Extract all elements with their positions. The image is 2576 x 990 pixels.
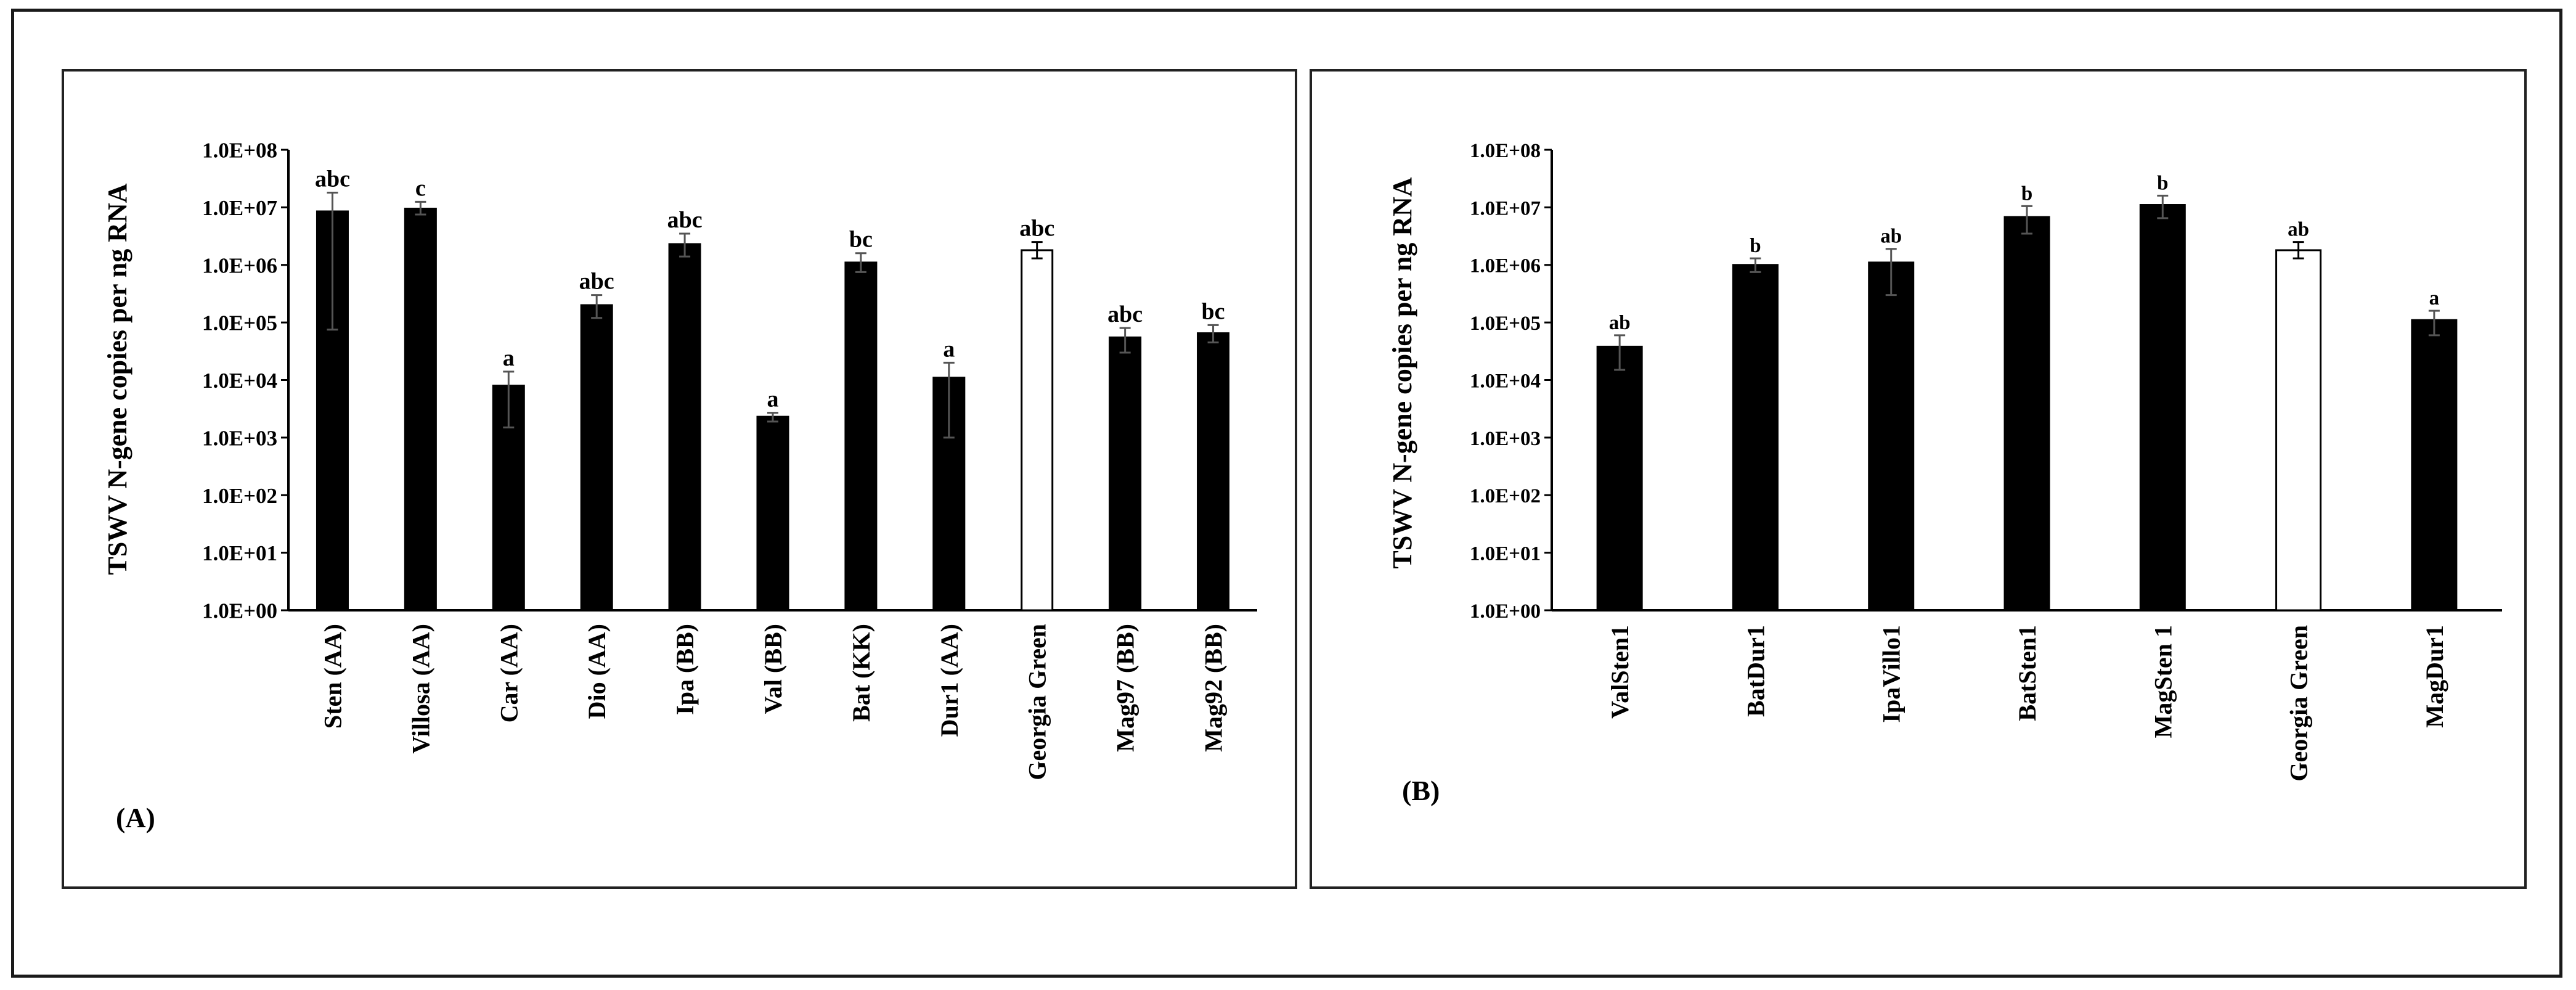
bar <box>2275 249 2322 612</box>
significance-label: a <box>767 387 779 412</box>
x-tick-label: Bat (KK) <box>847 624 875 722</box>
y-tick-label: 1.0E+08 <box>202 139 277 163</box>
significance-label: b <box>2157 172 2168 194</box>
y-tick-label: 1.0E+02 <box>1470 485 1541 507</box>
bar <box>756 415 789 612</box>
significance-label: ab <box>1880 226 1902 248</box>
y-axis-title: TSWV N-gene copies per ng RNA <box>102 183 132 575</box>
x-tick-label: BatDur1 <box>1742 625 1769 717</box>
bar <box>1197 332 1230 612</box>
significance-label: a <box>503 345 515 371</box>
chart-panel-a: 1.0E+00 1.0E+01 1.0E+02 1.0E+03 1.0E+04 1.0E+… <box>102 139 1257 833</box>
y-tick-label: 1.0E+03 <box>1470 428 1541 450</box>
x-tick-label: Mag92 (BB) <box>1200 624 1228 752</box>
significance-label: a <box>2429 287 2440 309</box>
bar <box>580 304 613 612</box>
significance-label: b <box>2021 182 2032 205</box>
significance-label: ab <box>2288 219 2309 241</box>
significance-label: bc <box>849 227 873 253</box>
x-tick-label: ValSten1 <box>1606 625 1634 719</box>
y-axis-title: TSWV N-gene copies per ng RNA <box>1387 177 1417 568</box>
y-tick-label: 1.0E+00 <box>202 599 277 623</box>
significance-label: abc <box>1019 216 1054 242</box>
y-tick-label: 1.0E+03 <box>202 426 277 450</box>
y-tick-label: 1.0E+06 <box>1470 255 1541 277</box>
x-tick-label: BatSten1 <box>2013 625 2041 721</box>
significance-label: abc <box>1107 301 1143 327</box>
x-tick-label: Georgia Green <box>1024 624 1051 780</box>
x-tick-label: Villosa (AA) <box>407 624 434 754</box>
x-tick-label: Val (BB) <box>759 624 787 714</box>
significance-label: ab <box>1609 312 1631 334</box>
x-tick-label: Sten (AA) <box>319 624 346 729</box>
bar <box>1109 336 1142 612</box>
bar <box>1596 345 1643 612</box>
significance-label: c <box>415 175 426 201</box>
significance-label: a <box>943 336 955 362</box>
chart-panel-b: 1.0E+00 1.0E+01 1.0E+02 1.0E+03 1.0E+04 1.0E+… <box>1387 140 2502 806</box>
bar <box>1732 264 1779 612</box>
y-tick-label: 1.0E+06 <box>202 253 277 277</box>
panel-label-b: (B) <box>1402 775 1440 806</box>
significance-label: abc <box>667 207 703 233</box>
figure-frame <box>11 9 2562 978</box>
significance-label: abc <box>579 269 614 295</box>
x-tick-label: MagSten 1 <box>2149 625 2177 738</box>
x-tick-label: Ipa (BB) <box>671 624 699 715</box>
y-tick-label: 1.0E+08 <box>1470 140 1541 162</box>
y-tick-label: 1.0E+02 <box>202 484 277 508</box>
x-tick-label: Dur1 (AA) <box>935 624 963 737</box>
x-tick-label: Georgia Green <box>2285 625 2313 782</box>
significance-label: abc <box>315 166 350 192</box>
y-tick-label: 1.0E+07 <box>1470 197 1541 219</box>
y-tick-label: 1.0E+01 <box>202 541 277 565</box>
y-tick-label: 1.0E+05 <box>202 311 277 335</box>
panel-label-a: (A) <box>116 802 155 833</box>
y-tick-label: 1.0E+04 <box>1470 370 1541 392</box>
x-tick-label: Mag97 (BB) <box>1112 624 1139 752</box>
significance-label: b <box>1750 235 1761 257</box>
x-tick-label: Dio (AA) <box>583 624 611 719</box>
bar <box>844 261 878 612</box>
bar <box>2411 319 2458 612</box>
bar <box>2139 204 2186 612</box>
y-tick-label: 1.0E+05 <box>1470 313 1541 335</box>
x-tick-label: Car (AA) <box>495 624 523 722</box>
panel-a <box>62 69 1297 889</box>
y-tick-label: 1.0E+04 <box>202 369 277 393</box>
bar <box>1868 261 1915 612</box>
bar <box>1021 249 1054 612</box>
bar <box>404 207 437 612</box>
bar <box>668 243 701 612</box>
x-tick-label: IpaVillo1 <box>1878 625 1906 723</box>
y-tick-label: 1.0E+01 <box>1470 543 1541 565</box>
x-tick-label: MagDur1 <box>2421 625 2448 728</box>
y-tick-label: 1.0E+07 <box>202 196 277 220</box>
panel-b <box>1310 69 2527 889</box>
significance-label: bc <box>1202 298 1225 324</box>
bar <box>2003 216 2050 612</box>
y-tick-label: 1.0E+00 <box>1470 600 1541 623</box>
